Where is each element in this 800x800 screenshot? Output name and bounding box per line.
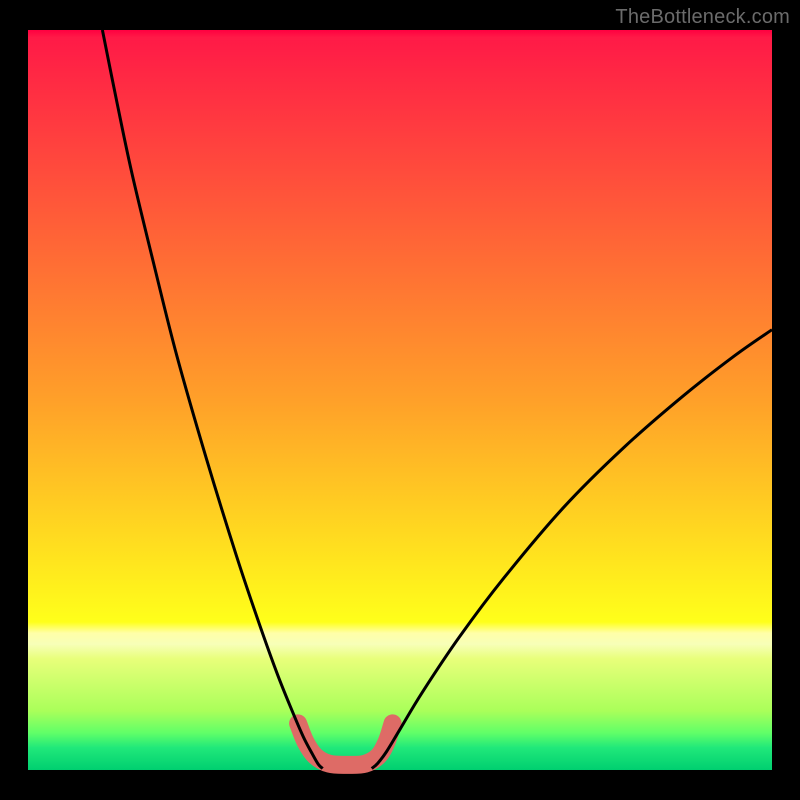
left-curve (102, 30, 322, 769)
right-curve (372, 330, 772, 769)
bottom-connector-curve (298, 723, 392, 764)
chart-svg (0, 0, 800, 800)
figure-root: TheBottleneck.com (0, 0, 800, 800)
watermark-text: TheBottleneck.com (615, 6, 790, 29)
